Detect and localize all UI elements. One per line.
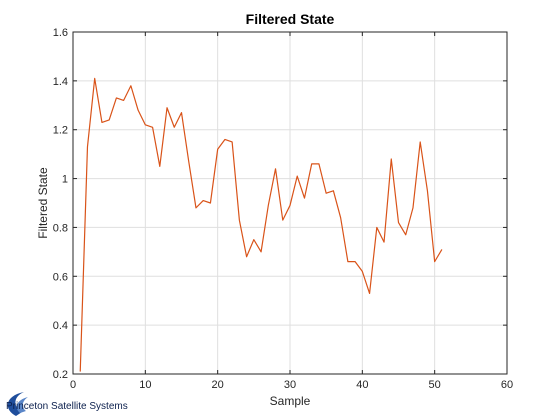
y-tick-label: 0.8 (53, 222, 68, 234)
x-tick-label: 0 (70, 379, 76, 391)
y-tick-label: 1.6 (53, 27, 68, 39)
x-tick-label: 30 (284, 379, 296, 391)
x-tick-label: 20 (212, 379, 224, 391)
y-tick-label: 1.4 (53, 76, 68, 88)
x-tick-label: 40 (356, 379, 368, 391)
y-axis-title: Filtered State (36, 167, 50, 239)
ticks: 0 10 20 30 40 50 60 0.2 0.4 0.6 0.8 1 1.2 1.4 1.6 (53, 27, 513, 391)
brand-name: Princeton Satellite Systems (6, 401, 128, 412)
y-tick-label: 1.2 (53, 125, 68, 137)
logo-swoosh-icon (7, 392, 24, 416)
chart-title: Filtered State (246, 11, 335, 27)
y-tick-label: 1 (62, 174, 68, 186)
y-tick-label: 0.6 (53, 271, 68, 283)
x-tick-label: 60 (501, 379, 513, 391)
y-tick-label: 0.4 (53, 320, 68, 332)
x-tick-label: 10 (139, 379, 151, 391)
series (79, 77, 443, 372)
y-tick-label: 0.2 (53, 369, 68, 381)
princeton-satellite-systems-logo (7, 392, 28, 416)
series-line (79, 77, 443, 372)
logo-swoosh-inner-icon (16, 397, 28, 413)
x-tick-label: 50 (429, 379, 441, 391)
x-axis-title: Sample (270, 394, 311, 408)
